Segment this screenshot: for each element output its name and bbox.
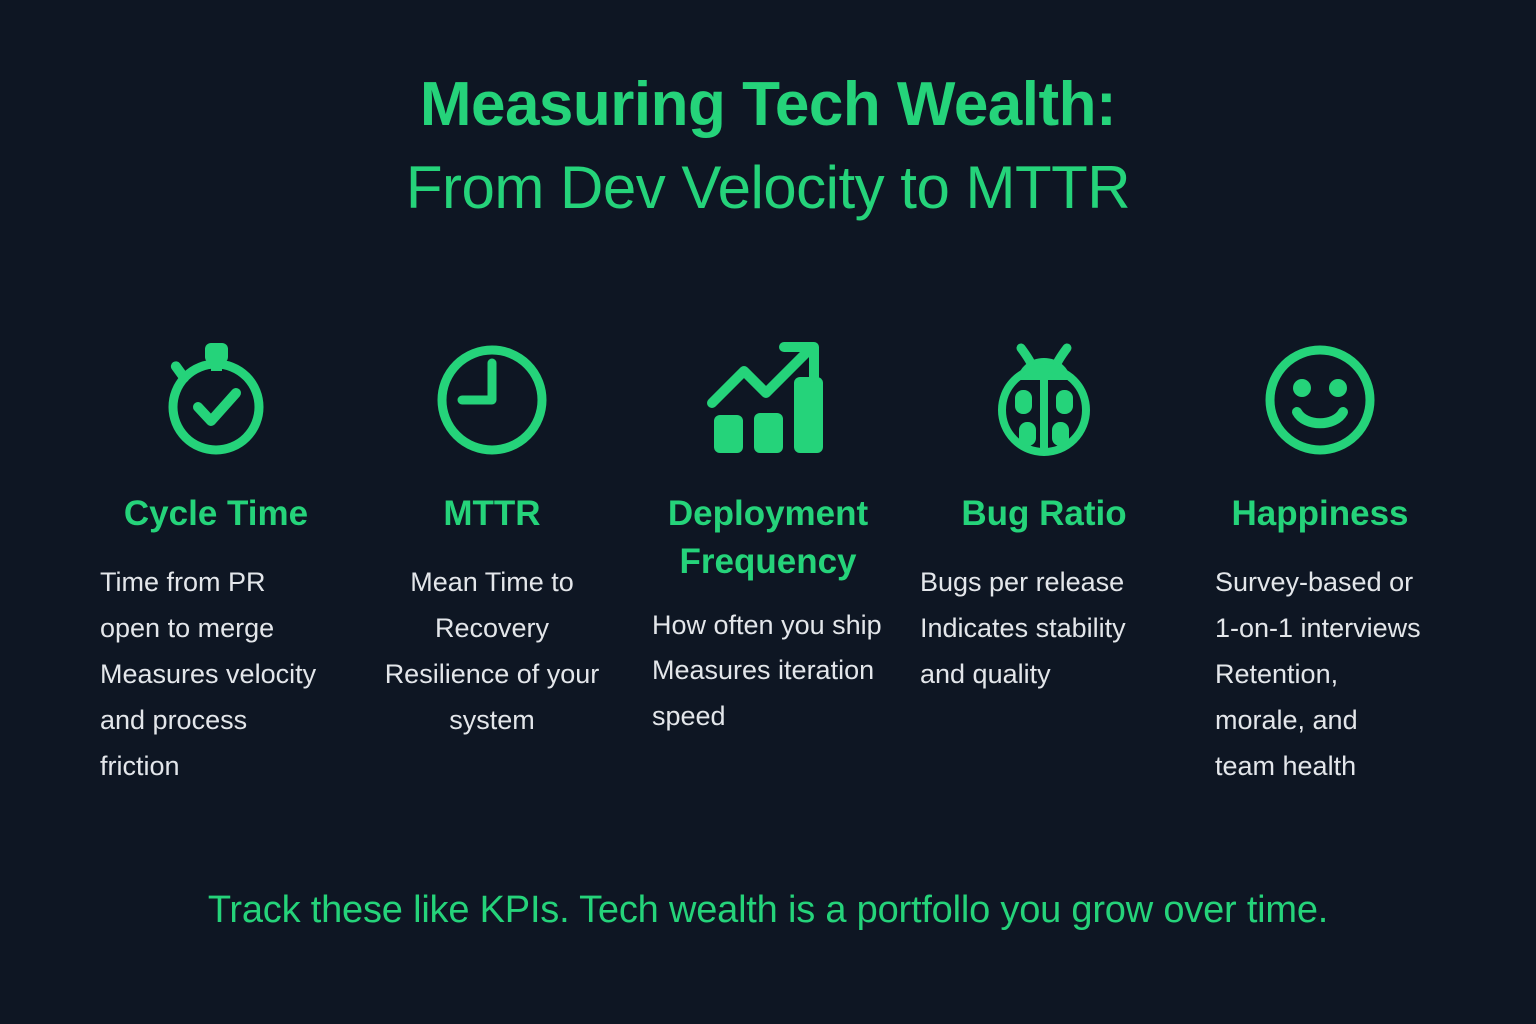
metric-heading: Bug Ratio	[961, 494, 1127, 533]
clock-icon	[422, 326, 562, 466]
metric-card-bug-ratio: Bug Ratio Bugs per release Indicates sta…	[906, 326, 1182, 698]
metric-description: Bugs per release Indicates stability and…	[920, 567, 1126, 690]
metric-description: Mean Time to Recovery Resilience of your…	[384, 567, 600, 735]
page-title: Measuring Tech Wealth: From Dev Velocity…	[0, 74, 1536, 218]
stopwatch-check-icon	[146, 326, 286, 466]
metric-heading: Happiness	[1231, 494, 1409, 533]
title-line-1: Measuring Tech Wealth:	[419, 70, 1117, 139]
metric-description: Survey-based or 1-on-1 interviews Retent…	[1215, 567, 1421, 781]
metrics-row: Cycle Time Time from PR open to merge Me…	[78, 326, 1458, 790]
footer-tagline: Track these like KPIs. Tech wealth is a …	[207, 889, 1329, 931]
metric-heading: Cycle Time	[123, 494, 309, 533]
metric-heading: Deployment Frequency	[667, 494, 869, 582]
metric-card-deployment-frequency: Deployment Frequency How often you ship …	[630, 326, 906, 740]
metric-description: Time from PR open to merge Measures velo…	[100, 567, 317, 781]
metric-card-happiness: Happiness Survey-based or 1-on-1 intervi…	[1182, 326, 1458, 790]
metric-card-cycle-time: Cycle Time Time from PR open to merge Me…	[78, 326, 354, 790]
metric-card-mttr: MTTR Mean Time to Recovery Resilience of…	[354, 326, 630, 744]
smiley-face-icon	[1250, 326, 1390, 466]
growth-chart-arrow-icon	[698, 326, 838, 466]
metric-description: How often you ship Measures iteration sp…	[652, 609, 882, 732]
ladybug-icon	[974, 326, 1114, 466]
title-line-2: From Dev Velocity to MTTR	[405, 154, 1131, 221]
metric-heading: MTTR	[443, 494, 541, 533]
